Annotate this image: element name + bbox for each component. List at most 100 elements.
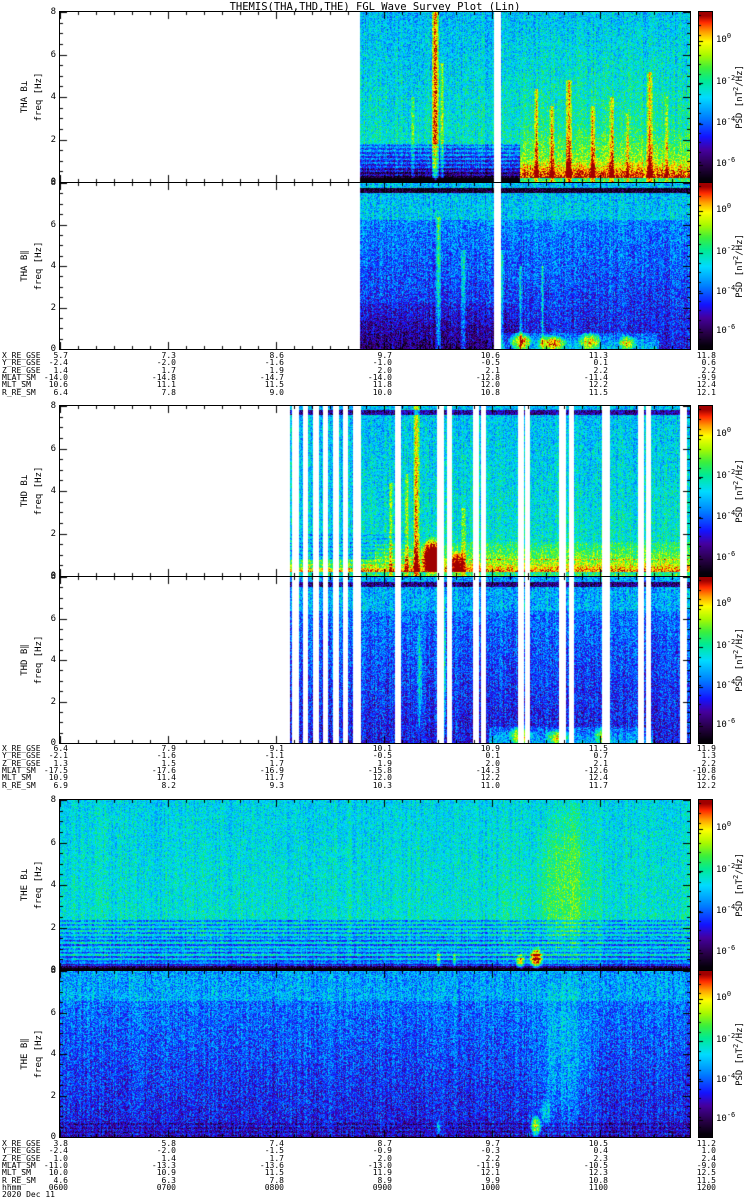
- y-tick-label: 0: [50, 177, 56, 187]
- spectrogram-the-bperp: [60, 800, 690, 970]
- colorbar-tick-exponent: 0: [726, 202, 732, 211]
- ephemeris-value: 11.9: [696, 744, 716, 753]
- colorbar-tick-mantissa: 10: [716, 1034, 727, 1045]
- ephemeris-value: -17.5: [43, 765, 68, 775]
- ephemeris-value: 9.0: [269, 387, 284, 397]
- colorbar-tick-label: 100: [716, 203, 731, 215]
- y-tick-label: 4: [50, 655, 56, 665]
- y-tick-label: 4: [50, 92, 56, 102]
- ephemeris-value: -1.6: [156, 751, 176, 761]
- y-tick-label: 8: [50, 178, 56, 188]
- time-tick-value: 1000: [480, 1182, 500, 1192]
- ephemeris-value: 2.0: [485, 758, 500, 768]
- spectrogram-frame-the-bpar: [59, 970, 691, 1138]
- y-tick-label: 0: [50, 1132, 56, 1142]
- ephemeris-value: 8.6: [269, 351, 284, 360]
- colorbar-tick-exponent: 0: [726, 425, 732, 434]
- colorbar-label-sup: 2: [732, 874, 740, 879]
- ephemeris-value: 12.1: [696, 387, 716, 397]
- spectrogram-frame-tha-bperp: [59, 11, 691, 183]
- ephemeris-value: 4.6: [53, 1175, 68, 1185]
- colorbar-tick-label: 10-4: [716, 510, 735, 523]
- ephemeris-value: 12.5: [696, 1168, 716, 1178]
- ephemeris-value: 2.3: [593, 1153, 608, 1163]
- colorbar-label-sup: 2: [732, 86, 740, 91]
- colorbar-tick-mantissa: 10: [716, 599, 727, 610]
- ephemeris-row-label: Y_RE_GSE: [2, 751, 41, 761]
- y-tick-label: 6: [50, 219, 56, 230]
- ephemeris-row-label: MLAT_SM: [2, 765, 36, 775]
- colorbar-label-post: /Hz]: [735, 459, 745, 481]
- ephemeris-value: 6.4: [53, 387, 68, 397]
- colorbar-label-pre: PSD [nT: [735, 484, 745, 523]
- ephemeris-value: -11.0: [43, 1160, 68, 1170]
- y-tick-label: 2: [50, 302, 56, 313]
- colorbar-tick-exponent: -2: [726, 862, 736, 871]
- colorbar-tick-exponent: -4: [726, 283, 736, 292]
- ephemeris-value: 10.0: [372, 387, 392, 397]
- colorbar-label-sup: 2: [732, 649, 740, 654]
- ephemeris-value: 1.7: [269, 758, 284, 768]
- ephemeris-value: 9.1: [269, 744, 284, 753]
- colorbar-tick-mantissa: 10: [716, 906, 727, 917]
- time-row-label: hhmm: [2, 1182, 22, 1192]
- colorbar-tick-label: 10-4: [716, 284, 735, 297]
- colorbar-tick-exponent: -6: [726, 944, 736, 952]
- ephemeris-value: 12.6: [696, 773, 716, 783]
- ephemeris-value: 11.5: [264, 380, 284, 390]
- colorbar-tick-mantissa: 10: [716, 993, 727, 1004]
- ephemeris-value: 1.7: [269, 1153, 284, 1163]
- ephemeris-value: 10.3: [372, 780, 392, 790]
- y-tick-label: 0: [50, 571, 56, 581]
- y-tick-label: 6: [50, 49, 56, 60]
- ephemeris-value: 11.5: [588, 387, 608, 397]
- ephemeris-row-label: MLAT_SM: [2, 372, 36, 382]
- panel-name-label: THE B⊥: [20, 868, 30, 902]
- colorbar-tick-mantissa: 10: [716, 947, 727, 957]
- ephemeris-value: 6.9: [53, 780, 68, 790]
- colorbar-tick-label: 10-2: [716, 1032, 735, 1045]
- colorbar-tick-mantissa: 10: [716, 512, 727, 523]
- colorbar-frame: [698, 799, 713, 971]
- ephemeris-value: 1.7: [161, 365, 176, 375]
- ephemeris-value: 2.0: [377, 1153, 392, 1163]
- ephemeris-value: 2.1: [593, 758, 608, 768]
- colorbar-tick-mantissa: 10: [716, 471, 727, 482]
- colorbar-label-pre: PSD [nT: [735, 653, 745, 692]
- colorbar-tick-label: 10-2: [716, 638, 735, 651]
- ephemeris-value: 6.3: [161, 1175, 176, 1185]
- y-tick-label: 4: [50, 880, 56, 890]
- colorbar-tick-exponent: -2: [726, 468, 736, 477]
- ephemeris-value: -9.0: [696, 1160, 716, 1170]
- colorbar-tick-exponent: -2: [726, 243, 736, 252]
- panel-name-label: THA B∥: [20, 250, 30, 282]
- ephemeris-value: 1.3: [53, 758, 68, 768]
- colorbar-label-post: /Hz]: [735, 65, 745, 87]
- ephemeris-value: -0.3: [480, 1146, 500, 1156]
- colorbar-label-post: /Hz]: [735, 234, 745, 256]
- plot-title: THEMIS(THA,THD,THE) FGL Wave Survey Plot…: [229, 1, 521, 13]
- ephemeris-value: 11.1: [156, 380, 176, 390]
- ephemeris-value: 1.4: [161, 1153, 176, 1163]
- ephemeris-value: 1.5: [161, 758, 176, 768]
- colorbar-label-sup: 2: [732, 480, 740, 485]
- ephemeris-value: 0.1: [593, 358, 608, 368]
- ephemeris-row-label: MLT_SM: [2, 380, 31, 390]
- ephemeris-row-label: R_RE_SM: [2, 1175, 36, 1185]
- colorbar-tick-label: 100: [716, 32, 731, 45]
- ephemeris-value: 12.2: [588, 380, 608, 390]
- colorbar-tick-mantissa: 10: [716, 246, 727, 257]
- colorbar-label: PSD [nT2/Hz]: [732, 628, 745, 692]
- colorbar-tick-exponent: -4: [726, 115, 736, 124]
- colorbar-tick-exponent: -2: [726, 637, 736, 646]
- ephemeris-value: 12.4: [696, 380, 716, 390]
- ephemeris-value: 12.2: [480, 773, 500, 783]
- spectrogram-tha-bperp: [60, 12, 690, 182]
- colorbar-tick-mantissa: 10: [716, 720, 727, 731]
- ephemeris-value: -14.7: [259, 372, 284, 382]
- y-tick-label: 2: [50, 1090, 56, 1101]
- y-tick-label: 2: [50, 696, 56, 707]
- ephemeris-value: 9.3: [269, 780, 284, 790]
- colorbar-tick-label: 10-6: [716, 551, 735, 563]
- y-tick-label: 6: [50, 613, 56, 624]
